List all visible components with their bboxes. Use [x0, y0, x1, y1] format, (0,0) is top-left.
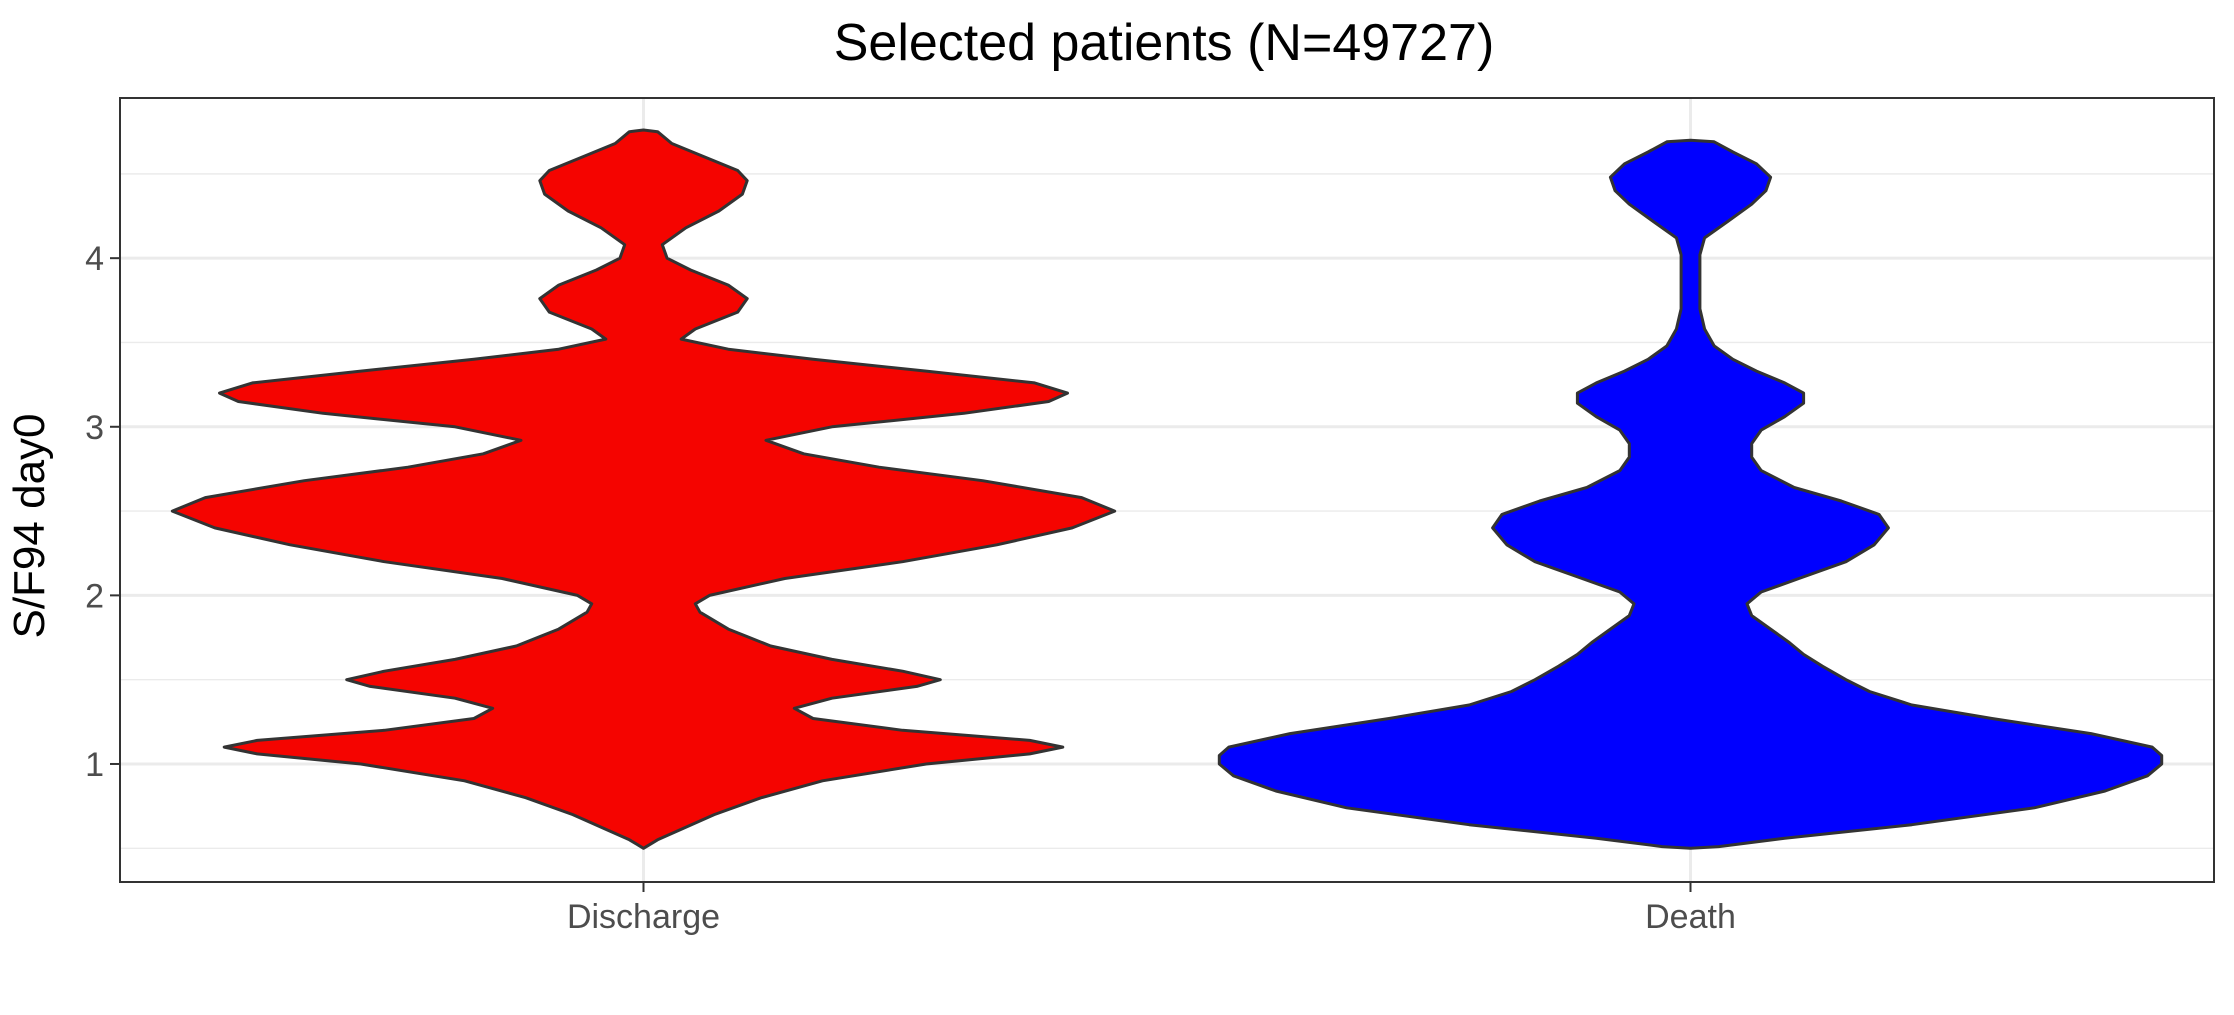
chart-title: Selected patients (N=49727) — [834, 14, 1495, 72]
y-axis-title: S/F94 day0 — [5, 413, 54, 638]
y-tick-label: 2 — [85, 577, 104, 615]
y-tick-label: 3 — [85, 409, 104, 447]
x-tick-label-death: Death — [1645, 898, 1736, 936]
violin-discharge — [170, 128, 1117, 850]
y-tick-labels: 1 2 3 4 — [85, 240, 104, 784]
violin-death — [1217, 138, 2164, 850]
y-tick-label: 1 — [85, 746, 104, 784]
violin-layer — [170, 128, 2164, 850]
x-tick-labels: Discharge Death — [567, 898, 1736, 936]
y-tick-label: 4 — [85, 240, 104, 278]
plot-frame — [119, 97, 2215, 883]
x-tick-label-discharge: Discharge — [567, 898, 720, 936]
axis-ticks — [110, 257, 1692, 892]
